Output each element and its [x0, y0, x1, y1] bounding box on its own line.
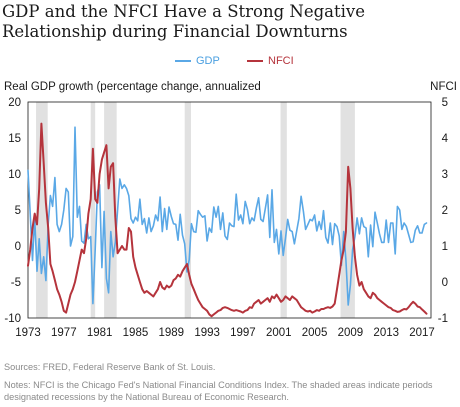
chart-title: GDP and the NFCI Have a Strong Negative … [2, 2, 365, 41]
y-right-tick-label: 0 [442, 277, 448, 289]
x-tick-label: 1997 [230, 327, 256, 339]
legend-item-gdp: GDP [175, 55, 220, 67]
legend-label-gdp: GDP [196, 55, 220, 67]
x-tick-label: 2017 [409, 327, 435, 339]
y-right-tick-label: 5 [442, 97, 448, 109]
recession-band-2 [90, 102, 96, 318]
recession-shading [36, 102, 355, 318]
plot-frame [27, 101, 432, 319]
recession-band-4 [184, 102, 191, 318]
x-tick-label: 1981 [87, 327, 113, 339]
y-left-tick-label: 5 [15, 205, 21, 217]
y-right-tick-label: 4 [442, 133, 449, 145]
y-left-tick-label: 20 [8, 97, 21, 109]
x-tick-label: 2013 [373, 327, 399, 339]
y-right-tick-label: -1 [438, 313, 448, 325]
y-left-tick-label: 0 [15, 241, 21, 253]
y-right-tick-label: 3 [442, 169, 448, 181]
source-note: Sources: FRED, Federal Reserve Bank of S… [4, 362, 216, 372]
legend-swatch-nfci [247, 60, 263, 63]
x-tick-label: 2005 [302, 327, 328, 339]
y-left-tick-label: -5 [11, 277, 21, 289]
series-line-gdp [27, 126, 428, 306]
legend-label-nfci: NFCI [268, 55, 294, 67]
y-right-tick-label: 1 [442, 241, 448, 253]
y-left-tick-label: 15 [8, 133, 21, 145]
series-lines [27, 122, 428, 318]
series-line-nfci [27, 122, 428, 318]
x-tick-label: 2009 [338, 327, 364, 339]
x-tick-label: 1989 [158, 327, 184, 339]
y-axis-right-title: NFCI [430, 81, 457, 93]
y-right-tick-label: 2 [442, 205, 448, 217]
x-tick-label: 2001 [266, 327, 292, 339]
recession-band-5 [280, 102, 287, 318]
legend-item-nfci: NFCI [247, 55, 294, 67]
x-tick-label: 1985 [123, 327, 149, 339]
y-left-tick-label: 10 [8, 169, 21, 181]
x-tick-label: 1993 [194, 327, 220, 339]
x-tick-label: 1973 [15, 327, 41, 339]
recession-band-1 [36, 102, 48, 318]
y-left-tick-label: -10 [4, 313, 21, 325]
legend-swatch-gdp [175, 60, 191, 63]
footnote: Notes: NFCI is the Chicago Fed's Nationa… [4, 380, 433, 402]
y-axis-left-title: Real GDP growth (percentage change, annu… [4, 81, 261, 93]
x-tick-label: 1977 [51, 327, 77, 339]
